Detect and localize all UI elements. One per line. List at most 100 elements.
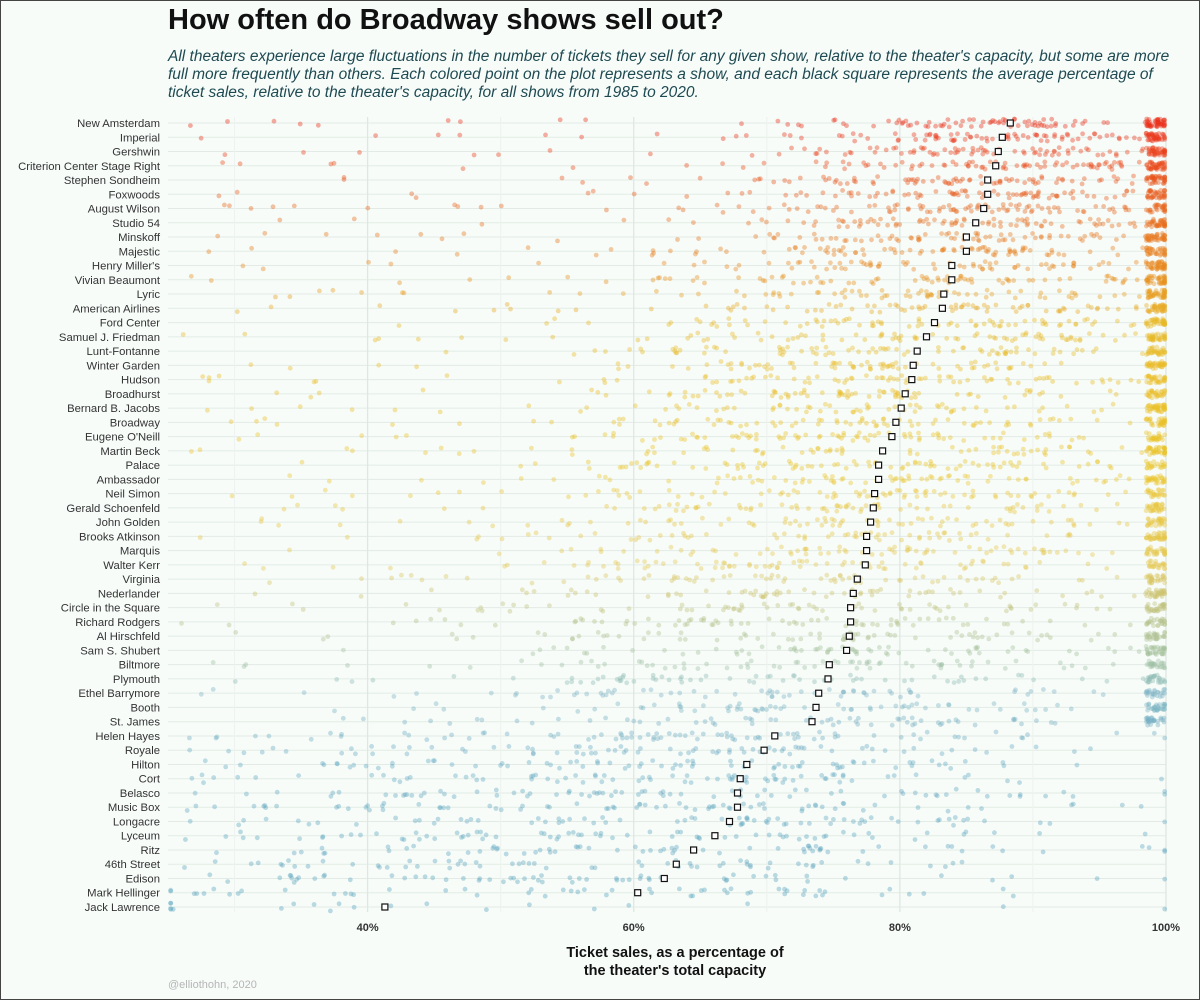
- show-point: [1156, 223, 1162, 229]
- show-point: [1155, 117, 1161, 123]
- show-point: [1156, 150, 1161, 156]
- show-point: [544, 321, 549, 326]
- show-point: [1162, 137, 1168, 142]
- show-point: [756, 362, 762, 368]
- show-point: [878, 362, 883, 367]
- show-point: [1082, 233, 1088, 239]
- show-point: [832, 179, 838, 185]
- show-point: [1111, 276, 1116, 282]
- show-point: [846, 575, 852, 581]
- show-point: [769, 334, 775, 340]
- show-point: [889, 361, 895, 367]
- show-point: [918, 718, 924, 724]
- show-point: [1153, 380, 1159, 386]
- show-point: [667, 276, 673, 282]
- show-point: [621, 549, 627, 554]
- show-point: [1015, 263, 1021, 268]
- show-point: [720, 210, 726, 215]
- show-point: [413, 618, 419, 624]
- show-point: [823, 344, 829, 350]
- show-point: [1156, 565, 1162, 571]
- show-point: [1156, 409, 1162, 414]
- show-point: [1162, 534, 1167, 540]
- show-point: [672, 559, 678, 565]
- show-point: [1033, 181, 1038, 187]
- show-point: [897, 222, 903, 227]
- show-point: [738, 388, 744, 394]
- show-point: [703, 444, 709, 450]
- show-point: [1156, 131, 1162, 136]
- show-point: [1027, 389, 1033, 395]
- show-point: [820, 608, 825, 614]
- show-point: [357, 150, 362, 155]
- show-point: [861, 261, 867, 266]
- show-point: [1146, 490, 1152, 496]
- show-point: [1152, 476, 1158, 482]
- show-point: [577, 291, 583, 296]
- show-point: [1146, 563, 1152, 569]
- show-point: [929, 292, 934, 298]
- show-point: [1161, 464, 1166, 470]
- show-point: [1144, 535, 1150, 541]
- show-point: [1148, 219, 1153, 225]
- show-point: [1037, 391, 1042, 397]
- show-point: [860, 247, 866, 253]
- show-point: [965, 480, 971, 486]
- show-point: [206, 249, 212, 255]
- show-point: [197, 535, 203, 540]
- show-point: [1144, 278, 1149, 283]
- show-point: [1020, 505, 1026, 510]
- show-point: [1159, 563, 1165, 568]
- show-point: [1011, 716, 1016, 722]
- show-point: [1021, 163, 1026, 169]
- show-point: [959, 633, 965, 639]
- show-point: [850, 409, 856, 415]
- show-point: [326, 478, 332, 484]
- show-point: [1162, 178, 1167, 184]
- show-point: [1014, 464, 1020, 470]
- show-point: [1156, 235, 1161, 241]
- show-point: [853, 250, 858, 256]
- show-point: [796, 558, 802, 564]
- show-point: [1044, 124, 1050, 130]
- show-point: [897, 338, 903, 344]
- show-point: [903, 293, 909, 298]
- show-point: [801, 280, 806, 286]
- show-point: [855, 721, 861, 727]
- show-point: [748, 658, 754, 664]
- show-point: [1146, 590, 1152, 596]
- show-point: [1091, 689, 1097, 695]
- show-point: [1157, 392, 1162, 397]
- show-point: [1155, 120, 1161, 126]
- show-point: [862, 488, 867, 494]
- show-point: [753, 588, 759, 594]
- show-point: [1147, 594, 1153, 600]
- show-point: [726, 605, 731, 611]
- show-point: [578, 679, 584, 685]
- show-point: [704, 532, 709, 537]
- show-point: [1022, 218, 1028, 224]
- theater-points: [341, 173, 1168, 187]
- show-point: [722, 460, 728, 466]
- show-point: [853, 622, 859, 627]
- show-point: [1155, 518, 1161, 523]
- show-point: [559, 517, 565, 523]
- show-point: [301, 150, 306, 155]
- show-point: [1160, 167, 1166, 173]
- show-point: [1122, 204, 1127, 210]
- show-point: [459, 335, 464, 340]
- show-point: [854, 618, 859, 624]
- show-point: [863, 480, 868, 486]
- show-point: [1152, 536, 1157, 541]
- show-point: [1155, 393, 1161, 399]
- show-point: [1156, 190, 1162, 196]
- show-point: [1101, 120, 1107, 125]
- show-point: [1152, 360, 1158, 366]
- show-point: [927, 463, 933, 469]
- show-point: [1008, 605, 1014, 610]
- show-point: [973, 576, 979, 582]
- show-point: [1162, 222, 1167, 228]
- show-point: [1091, 194, 1097, 199]
- show-point: [917, 219, 922, 225]
- show-point: [1155, 404, 1161, 410]
